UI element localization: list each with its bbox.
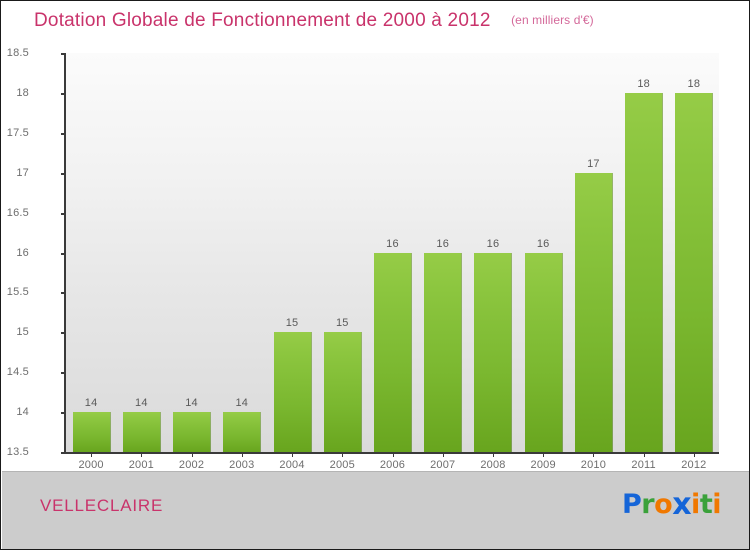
x-axis-tick-label: 2008	[480, 459, 506, 471]
y-axis-tick-label: 14.5	[6, 366, 29, 379]
x-axis-tick-label: 2005	[329, 459, 355, 471]
plot-wrapper: 13.5 14 14.5 15 15.5 16 16.5 17 17.5 18 18.5 2000 2…	[2, 41, 749, 471]
y-axis-tick-label: 17.5	[6, 126, 29, 139]
chart-subtitle: (en milliers d'€)	[511, 13, 594, 27]
bar-value-label: 16	[436, 237, 450, 250]
bar-value-label: 16	[536, 237, 550, 250]
proxiti-logo[interactable]: Proxiti	[622, 486, 721, 522]
chart-footer: VELLECLAIRE Proxiti	[2, 471, 749, 549]
y-axis-tick-label: 17	[16, 166, 29, 179]
y-axis-tick-label: 18.5	[6, 47, 29, 59]
bar-value-label: 16	[386, 237, 399, 250]
x-axis-tick-mark	[91, 452, 93, 457]
bar-2011[interactable]: 18	[625, 78, 664, 452]
x-axis-tick-mark	[191, 452, 193, 457]
bar-value-label: 15	[335, 317, 349, 330]
chart-header: Dotation Globale de Fonctionnement de 20…	[1, 1, 749, 41]
entity-name: VELLECLAIRE	[40, 496, 164, 515]
y-axis-tick-label: 15	[16, 326, 29, 339]
x-axis-tick-label: 2000	[78, 459, 104, 471]
y-axis-tick-mark	[61, 452, 66, 454]
bar-value-label: 14	[185, 397, 198, 410]
logo-letter-p: P	[622, 489, 642, 520]
logo-letter-r: r	[641, 489, 655, 520]
y-axis-tick-mark	[61, 132, 66, 135]
y-axis-tick-label: 18	[16, 86, 29, 99]
bar-2004[interactable]: 15	[273, 317, 312, 452]
x-axis-tick-mark	[141, 452, 143, 457]
bar-2009[interactable]: 16	[524, 238, 563, 452]
logo-letter-i2: i	[712, 489, 721, 520]
x-axis-tick-mark	[241, 452, 243, 457]
y-axis-tick-label: 13.5	[6, 446, 29, 458]
bar-2012[interactable]: 18	[675, 78, 714, 452]
x-axis-tick-mark	[643, 452, 645, 457]
y-axis-tick-mark	[61, 53, 66, 55]
title-row: Dotation Globale de Fonctionnement de 20…	[34, 10, 594, 32]
x-axis-tick-label: 2007	[430, 459, 456, 471]
x-axis-tick-label: 2001	[128, 459, 154, 471]
x-axis-tick-mark	[693, 452, 695, 457]
x-axis-tick-label: 2004	[279, 459, 305, 471]
x-axis-tick-label: 2002	[178, 459, 205, 471]
bar-2007[interactable]: 16	[424, 238, 463, 452]
x-axis-tick-label: 2006	[379, 459, 406, 471]
x-axis-tick-label: 2012	[681, 459, 707, 471]
y-axis-tick-mark	[61, 372, 66, 375]
bar-2010[interactable]: 17	[574, 158, 613, 452]
bar-2000[interactable]: 14	[72, 397, 111, 452]
y-axis-tick-label: 14	[16, 406, 29, 419]
page-title: Dotation Globale de Fonctionnement de 20…	[34, 10, 491, 31]
y-axis-tick-label: 16.5	[6, 206, 29, 219]
bar-2003[interactable]: 14	[223, 397, 262, 452]
plot-area: 13.5 14 14.5 15 15.5 16 16.5 17 17.5 18 18.5 2000 2…	[7, 47, 719, 471]
x-axis-tick-label: 2011	[631, 459, 656, 471]
x-axis-tick-mark	[442, 452, 444, 457]
x-axis-tick-mark	[342, 452, 344, 457]
x-axis-tick-mark	[392, 452, 394, 457]
x-axis-tick-label: 2010	[580, 459, 607, 471]
y-axis-tick-mark	[61, 332, 66, 335]
bar-2001[interactable]: 14	[122, 397, 161, 452]
x-axis-tick-mark	[593, 452, 595, 457]
bar-value-label: 15	[285, 317, 299, 330]
bar-2005[interactable]: 15	[323, 317, 362, 452]
logo-letter-t: t	[699, 489, 713, 520]
bar-value-label: 14	[84, 397, 98, 410]
x-axis-tick-label: 2003	[229, 459, 255, 471]
y-axis-tick-mark	[61, 172, 66, 175]
y-axis-tick-mark	[61, 412, 66, 415]
y-axis-tick-mark	[61, 252, 66, 255]
bar-2008[interactable]: 16	[474, 238, 513, 452]
logo-letter-o: o	[654, 489, 673, 520]
bar-value-label: 14	[135, 397, 148, 410]
bar-2002[interactable]: 14	[173, 397, 212, 452]
bar-value-label: 16	[486, 237, 500, 250]
x-axis-tick-mark	[292, 452, 294, 457]
logo-letter-i1: i	[691, 489, 700, 520]
bar-value-label: 17	[587, 157, 600, 170]
x-axis-tick-mark	[543, 452, 545, 457]
y-axis-tick-label: 15.5	[6, 286, 29, 299]
logo-letter-x: x	[672, 487, 692, 522]
y-axis-tick-mark	[61, 92, 66, 95]
bar-value-label: 14	[235, 397, 249, 410]
y-axis-tick-mark	[61, 212, 66, 215]
y-axis-tick-label: 16	[16, 246, 29, 259]
bar-value-label: 18	[637, 77, 650, 90]
x-axis-tick-label: 2009	[530, 459, 556, 471]
y-axis-tick-mark	[61, 292, 66, 295]
x-axis-tick-mark	[492, 452, 494, 457]
bar-2006[interactable]: 16	[374, 238, 412, 452]
bar-value-label: 18	[687, 77, 701, 90]
